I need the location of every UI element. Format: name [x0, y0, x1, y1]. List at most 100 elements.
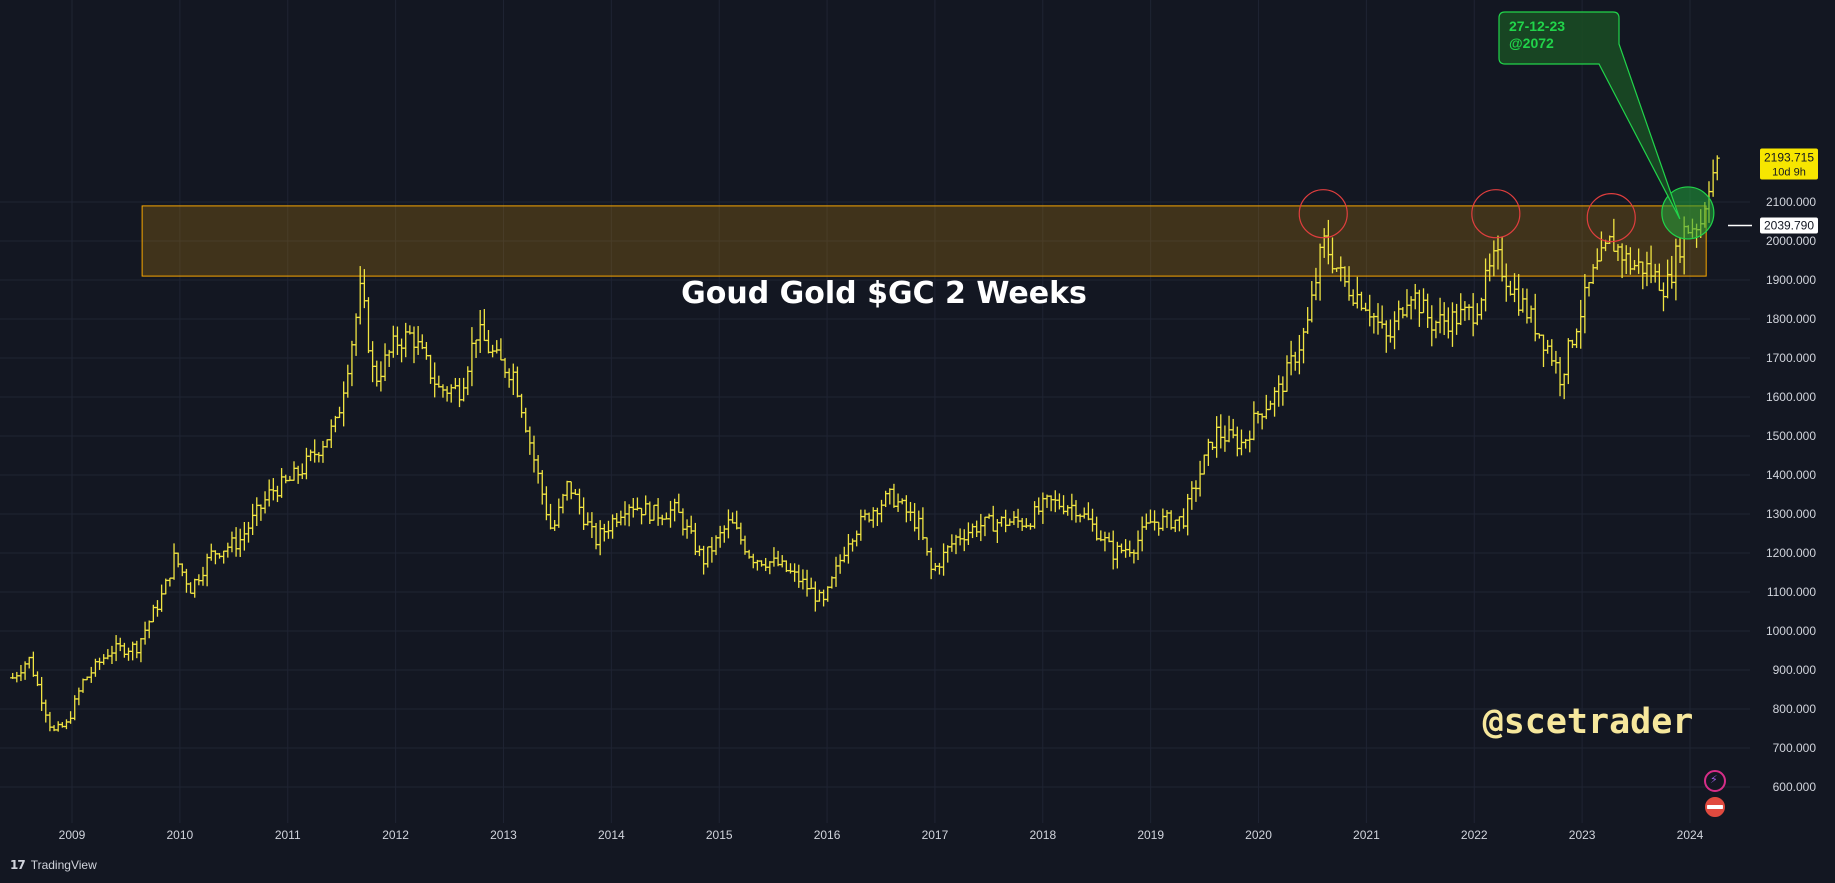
ohlc-bar [1073, 500, 1079, 523]
ohlc-bar [279, 468, 285, 498]
ohlc-bar [80, 678, 86, 693]
x-tick-label: 2020 [1245, 828, 1272, 842]
ohlc-bar [1193, 480, 1199, 502]
ohlc-bar [1276, 375, 1282, 407]
ohlc-bar [1143, 513, 1149, 530]
price-axis[interactable]: 2100.000 2000.000 1900.000 1800.000 1700.000… [1728, 0, 1835, 853]
ohlc-bar [514, 366, 520, 398]
y-tick-label: 600.000 [1773, 780, 1817, 794]
x-tick-label: 2021 [1353, 828, 1380, 842]
x-tick-label: 2024 [1677, 828, 1704, 842]
ohlc-bar [1396, 300, 1402, 331]
ohlc-bar [597, 520, 603, 556]
ohlc-bar [1263, 394, 1269, 420]
ohlc-bar [527, 426, 533, 455]
brand[interactable]: 17 TradingView [10, 858, 97, 872]
ohlc-bar [1069, 493, 1075, 521]
highlight-circle-red[interactable] [1298, 189, 1348, 239]
ohlc-bar [854, 530, 860, 547]
ohlc-bar [109, 645, 115, 665]
time-axis[interactable]: 2009 2010 2011 2012 2013 2014 2015 2016 2017 2018… [59, 828, 1704, 842]
ohlc-bar [1425, 293, 1431, 328]
ohlc-bar [1210, 441, 1216, 450]
y-tick-label: 2000.000 [1766, 234, 1816, 248]
ohlc-bar [481, 309, 487, 342]
lightning-icon[interactable] [1704, 770, 1726, 792]
highlight-circles[interactable] [1298, 186, 1715, 243]
ohlc-bar [932, 563, 938, 572]
ohlc-bar [837, 554, 843, 574]
ohlc-bar [1565, 338, 1571, 385]
ohlc-bar [473, 339, 479, 359]
ohlc-bar [796, 564, 802, 588]
ohlc-bar [680, 508, 686, 536]
ohlc-bar [1085, 502, 1091, 521]
ohlc-bar [1139, 516, 1145, 552]
ohlc-bar [1048, 495, 1054, 512]
countdown-label: 10d 9h [1772, 166, 1806, 178]
ohlc-bar [448, 384, 454, 403]
ohlc-bar [1528, 305, 1534, 323]
y-tick-label: 1900.000 [1766, 273, 1816, 287]
callout-text-line: @2072 [1509, 35, 1554, 51]
y-tick-label: 1600.000 [1766, 390, 1816, 404]
ohlc-bar [763, 557, 769, 572]
ohlc-bar [1433, 320, 1439, 339]
ohlc-bar [171, 543, 177, 580]
ohlc-bar [709, 537, 715, 563]
ohlc-bar [945, 545, 951, 563]
ohlc-bar [676, 493, 682, 514]
ohlc-bar [970, 523, 976, 539]
price-axis-bg [1750, 0, 1835, 853]
ohlc-bar [254, 497, 260, 527]
y-tick-label: 700.000 [1773, 741, 1817, 755]
ohlc-bar [270, 478, 276, 501]
resistance-zone[interactable] [141, 205, 1707, 277]
highlight-circle-red[interactable] [1586, 193, 1636, 243]
ohlc-bar [841, 546, 847, 563]
ohlc-bar [1023, 518, 1029, 529]
crosshair-price-tag[interactable]: 2039.790 [1760, 217, 1818, 234]
ohlc-bar [957, 528, 963, 546]
ohlc-bar [328, 419, 334, 449]
ohlc-bar [105, 649, 111, 660]
watermark: @scetrader [1483, 702, 1694, 742]
ohlc-bar [879, 499, 885, 523]
ohlc-bar [1090, 508, 1096, 532]
annotation-callout[interactable]: 27-12-23@2072 [1498, 11, 1681, 220]
ohlc-bar [485, 329, 491, 354]
highlight-circle-red[interactable] [1471, 189, 1521, 239]
ohlc-bar [696, 545, 702, 557]
y-tick-label: 1500.000 [1766, 429, 1816, 443]
ohlc-bar [1168, 510, 1174, 530]
ohlc-bar [349, 340, 355, 387]
ohlc-bar [76, 687, 82, 706]
current-price-tag[interactable]: 2193.715 10d 9h [1760, 148, 1818, 180]
ohlc-bar [651, 504, 657, 521]
ohlc-bar [200, 566, 206, 586]
ohlc-bar [750, 553, 756, 569]
highlight-circle-green[interactable] [1661, 186, 1715, 240]
ohlc-bar [1392, 311, 1398, 350]
ohlc-bar [14, 671, 20, 683]
ohlc-bar [1267, 400, 1273, 411]
ohlc-bar [138, 637, 144, 663]
ohlc-bar [759, 560, 765, 567]
flag-icon[interactable] [1705, 797, 1725, 817]
ohlc-bar [1582, 274, 1588, 334]
ohlc-bar [1507, 280, 1513, 296]
ohlc-bar [576, 488, 582, 515]
ohlc-bar [457, 378, 463, 408]
ohlc-bar [1081, 507, 1087, 519]
ohlc-bar [510, 363, 516, 396]
ohlc-bar [233, 527, 239, 557]
ohlc-bar [432, 362, 438, 398]
ohlc-bar [523, 407, 529, 433]
ohlc-bar [88, 666, 94, 683]
crosshair-price-label: 2039.790 [1764, 218, 1814, 232]
ohlc-bar [440, 384, 446, 398]
ohlc-bar [1412, 283, 1418, 310]
ohlc-bar [965, 522, 971, 545]
ohlc-bar [1536, 333, 1542, 339]
